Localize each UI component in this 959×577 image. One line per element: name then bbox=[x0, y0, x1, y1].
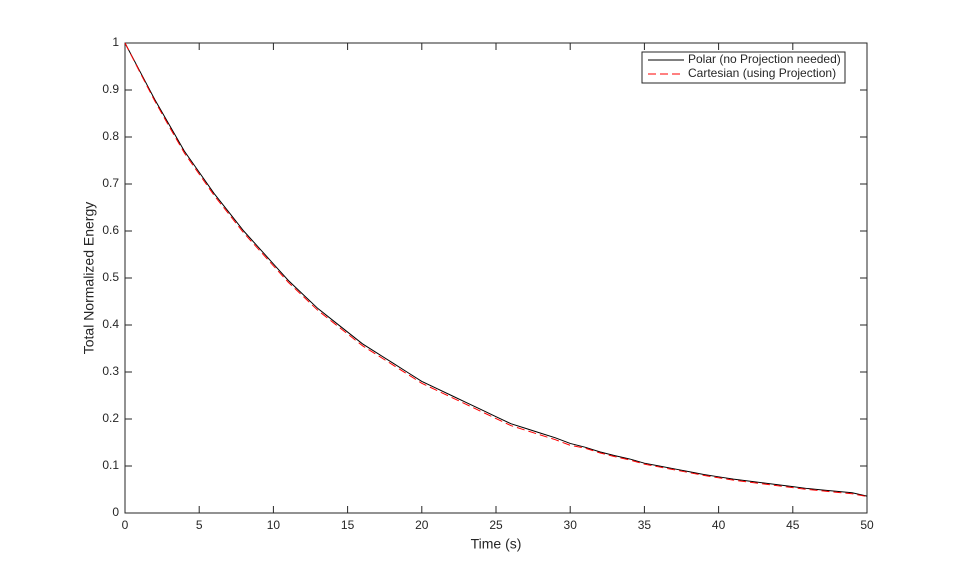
plot-area bbox=[124, 42, 868, 514]
y-tick-label: 0.7 bbox=[102, 176, 119, 190]
legend-label: Cartesian (using Projection) bbox=[688, 66, 836, 80]
x-tick-label: 25 bbox=[489, 518, 503, 532]
y-tick-label: 0.8 bbox=[102, 129, 119, 143]
x-tick-label: 0 bbox=[122, 518, 129, 532]
series-line bbox=[124, 42, 868, 498]
y-tick-label: 0.5 bbox=[102, 270, 119, 284]
legend-label: Polar (no Projection needed) bbox=[688, 52, 841, 66]
x-tick-label: 45 bbox=[786, 518, 800, 532]
x-tick-label: 5 bbox=[196, 518, 203, 532]
x-tick-label: 40 bbox=[712, 518, 726, 532]
x-tick-label: 15 bbox=[341, 518, 355, 532]
series-line bbox=[124, 42, 868, 497]
x-tick-label: 50 bbox=[860, 518, 874, 532]
y-tick-label: 0.2 bbox=[102, 411, 119, 425]
x-tick-label: 30 bbox=[564, 518, 578, 532]
x-axis-label: Time (s) bbox=[471, 536, 522, 552]
y-tick-label: 0.9 bbox=[102, 82, 119, 96]
y-axis-label: Total Normalized Energy bbox=[81, 202, 97, 355]
y-tick-label: 1 bbox=[112, 35, 119, 49]
x-tick-label: 20 bbox=[415, 518, 429, 532]
legend-box bbox=[641, 51, 846, 84]
y-tick-label: 0.6 bbox=[102, 223, 119, 237]
y-tick-label: 0.4 bbox=[102, 317, 119, 331]
x-tick-label: 10 bbox=[267, 518, 281, 532]
y-tick-label: 0.1 bbox=[102, 458, 119, 472]
y-tick-label: 0 bbox=[112, 505, 119, 519]
y-tick-label: 0.3 bbox=[102, 364, 119, 378]
x-tick-label: 35 bbox=[638, 518, 652, 532]
